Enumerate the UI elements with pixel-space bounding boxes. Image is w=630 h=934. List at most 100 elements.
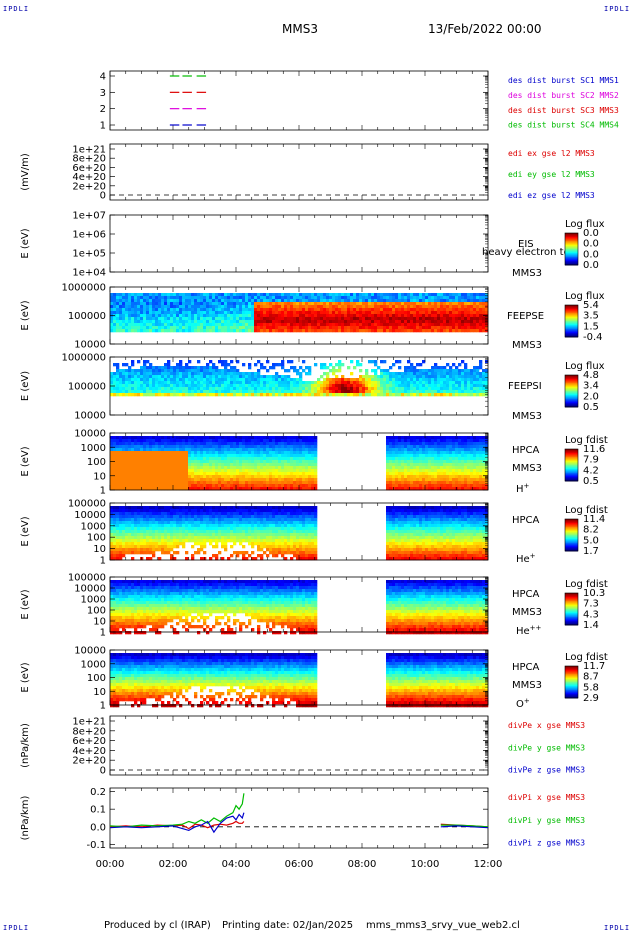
- spectrogram-cell: [446, 311, 450, 315]
- spectrogram-cell: [323, 323, 327, 327]
- spectrogram-cell: [155, 472, 159, 476]
- spectrogram-cell: [311, 323, 315, 327]
- spectrogram-cell: [251, 448, 255, 452]
- spectrogram-cell: [266, 375, 270, 379]
- spectrogram-cell: [164, 469, 168, 473]
- spectrogram-cell: [452, 302, 456, 306]
- spectrogram-cell: [182, 366, 186, 370]
- spectrogram-cell: [407, 296, 411, 300]
- spectrogram-cell: [416, 487, 420, 491]
- spectrogram-cell: [362, 329, 366, 333]
- spectrogram-cell: [239, 457, 243, 461]
- spectrogram-cell: [254, 469, 258, 473]
- spectrogram-cell: [233, 305, 237, 309]
- spectrogram-cell: [140, 390, 144, 394]
- spectrogram-cell: [407, 369, 411, 373]
- spectrogram-cell: [299, 451, 303, 455]
- spectrogram-cell: [458, 363, 462, 367]
- spectrogram-cell: [251, 384, 255, 388]
- spectrogram-cell: [113, 320, 117, 324]
- spectrogram-cell: [140, 451, 144, 455]
- spectrogram-cell: [410, 305, 414, 309]
- spectrogram-cell: [299, 393, 303, 397]
- spectrogram-cell: [365, 311, 369, 315]
- spectrogram-cell: [122, 387, 126, 391]
- spectrogram-cell: [188, 466, 192, 470]
- spectrogram-cell: [113, 445, 117, 449]
- spectrogram-cell: [326, 393, 330, 397]
- spectrogram-cell: [128, 439, 132, 443]
- spectrogram-cell: [305, 302, 309, 306]
- spectrogram-cell: [284, 463, 288, 467]
- spectrogram-cell: [296, 448, 300, 452]
- spectrogram-cell: [188, 302, 192, 306]
- spectrogram-cell: [386, 372, 390, 376]
- spectrogram-cell: [191, 445, 195, 449]
- spectrogram-cell: [383, 393, 387, 397]
- spectrogram-cell: [383, 299, 387, 303]
- spectrogram-cell: [239, 481, 243, 485]
- spectrogram-cell: [461, 320, 465, 324]
- spectrogram-cell: [362, 378, 366, 382]
- spectrogram-cell: [386, 311, 390, 315]
- spectrogram-cell: [254, 375, 258, 379]
- spectrogram-cell: [359, 326, 363, 330]
- spectrogram-cell: [155, 299, 159, 303]
- spectrogram-cell: [131, 329, 135, 333]
- spectrogram-cell: [272, 320, 276, 324]
- spectrogram-cell: [134, 445, 138, 449]
- spectrogram-cell: [284, 475, 288, 479]
- spectrogram-cell: [464, 329, 468, 333]
- spectrogram-cell: [356, 296, 360, 300]
- spectrogram-cell: [314, 448, 318, 452]
- spectrogram-cell: [413, 320, 417, 324]
- spectrogram-cell: [341, 305, 345, 309]
- spectrogram-cell: [407, 311, 411, 315]
- spectrogram-cell: [239, 317, 243, 321]
- spectrogram-cell: [383, 314, 387, 318]
- spectrogram-cell: [299, 372, 303, 376]
- spectrogram-cell: [173, 378, 177, 382]
- spectrogram-cell: [197, 360, 201, 364]
- spectrogram-cell: [224, 448, 228, 452]
- spectrogram-cell: [122, 487, 126, 491]
- spectrogram-cell: [194, 390, 198, 394]
- spectrogram-cell: [305, 478, 309, 482]
- spectrogram-cell: [191, 314, 195, 318]
- spectrogram-cell: [461, 329, 465, 333]
- spectrogram-cell: [383, 326, 387, 330]
- spectrogram-cell: [167, 311, 171, 315]
- spectrogram-cell: [464, 308, 468, 312]
- spectrogram-cell: [227, 305, 231, 309]
- spectrogram-cell: [317, 317, 321, 321]
- y-tick-label: 1e+07: [72, 211, 106, 222]
- spectrogram-cell: [170, 308, 174, 312]
- spectrogram-cell: [299, 311, 303, 315]
- spectrogram-cell: [146, 381, 150, 385]
- spectrogram-cell: [290, 460, 294, 464]
- spectrogram-cell: [125, 381, 129, 385]
- spectrogram-cell: [386, 484, 390, 488]
- spectrogram-cell: [149, 314, 153, 318]
- spectrogram-cell: [203, 387, 207, 391]
- spectrogram-cell: [251, 299, 255, 303]
- spectrogram-cell: [200, 454, 204, 458]
- spectrogram-cell: [308, 439, 312, 443]
- spectrogram-cell: [248, 305, 252, 309]
- spectrogram-cell: [164, 475, 168, 479]
- spectrogram-cell: [137, 305, 141, 309]
- spectrogram-cell: [239, 308, 243, 312]
- spectrogram-cell: [176, 299, 180, 303]
- spectrogram-cell: [449, 308, 453, 312]
- spectrogram-cell: [368, 323, 372, 327]
- spectrogram-cell: [302, 296, 306, 300]
- spectrogram-cell: [236, 451, 240, 455]
- spectrogram-cell: [485, 302, 489, 306]
- spectrogram-cell: [395, 390, 399, 394]
- spectrogram-cell: [263, 481, 267, 485]
- spectrogram-cell: [386, 323, 390, 327]
- spectrogram-cell: [260, 469, 264, 473]
- spectrogram-cell: [287, 320, 291, 324]
- spectrogram-cell: [401, 475, 405, 479]
- spectrogram-cell: [380, 299, 384, 303]
